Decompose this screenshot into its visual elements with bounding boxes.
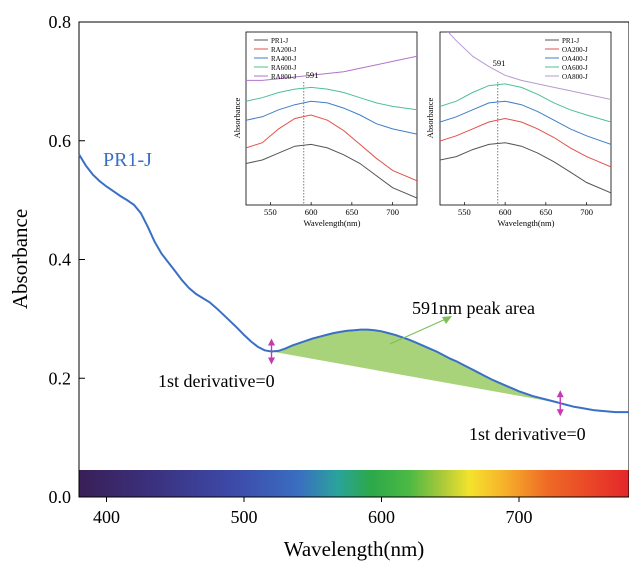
inset-legend-label: PR1-J (271, 37, 288, 45)
derivative-arrow-down-2 (556, 409, 564, 417)
y-tick-label: 0.6 (49, 131, 72, 151)
inset-series-line-pr1-j (246, 143, 417, 199)
y-tick-label: 0.4 (49, 250, 72, 270)
inset-ra-x-axis-label: Wavelength(nm) (304, 218, 361, 228)
inset-legend-label: OA200-J (562, 46, 588, 54)
inset-x-tick-label: 650 (345, 207, 358, 217)
peak-area-label: 591nm peak area (412, 298, 535, 318)
inset-x-tick-label: 600 (499, 207, 512, 217)
main-y-axis-label: Absorbance (8, 209, 32, 309)
x-tick-label: 700 (506, 507, 533, 527)
inset-series-line-ra400-j (246, 100, 417, 135)
inset-oa-frame (439, 31, 612, 206)
peak-area-arrowhead (442, 316, 452, 324)
y-tick-label: 0.0 (49, 487, 72, 507)
inset-x-tick-label: 550 (264, 207, 277, 217)
derivative-label-1: 1st derivative=0 (158, 371, 275, 391)
x-tick-label: 400 (93, 507, 120, 527)
derivative-arrow-down-1 (268, 357, 275, 365)
peak-area-fill (271, 329, 561, 404)
inset-ra-frame (245, 31, 418, 206)
inset-oa-x-axis-label: Wavelength(nm) (498, 218, 555, 228)
inset-ra-y-axis-label: Absorbance (232, 97, 242, 138)
derivative-arrow-up-1 (268, 338, 275, 346)
inset-x-tick-label: 650 (539, 207, 552, 217)
x-tick-label: 500 (231, 507, 258, 527)
inset-legend-label: OA800-J (562, 73, 588, 81)
inset-series-line-ra800-j (246, 55, 417, 81)
inset-legend-label: OA400-J (562, 55, 588, 63)
inset-legend-label: RA600-J (271, 64, 297, 72)
derivative-arrow-up-2 (556, 390, 564, 398)
inset-oa-peak-label: 591 (493, 58, 506, 68)
inset-ra-peak-label: 591 (306, 70, 319, 80)
x-tick-label: 600 (368, 507, 395, 527)
spectrum-colorbar (79, 470, 629, 497)
derivative-markers (268, 338, 564, 417)
inset-series-line-oa200-j (440, 117, 611, 168)
inset-x-tick-label: 550 (458, 207, 471, 217)
peak-area-arrow (389, 317, 449, 345)
inset-legend-label: PR1-J (562, 37, 579, 45)
inset-legend-label: OA600-J (562, 64, 588, 72)
inset-series-line-oa400-j (440, 100, 611, 145)
inset-x-tick-label: 700 (580, 207, 593, 217)
inset-x-tick-label: 700 (386, 207, 399, 217)
y-tick-label: 0.8 (49, 12, 72, 32)
inset-legend-label: RA400-J (271, 55, 297, 63)
main-x-ticks: 400 500 600 700 (93, 497, 533, 527)
inset-series-line-oa600-j (440, 83, 611, 123)
main-y-ticks: 0.0 0.2 0.4 0.6 0.8 (49, 12, 85, 507)
inset-legend-label: RA800-J (271, 73, 297, 81)
inset-series-line-ra600-j (246, 86, 417, 111)
inset-oa-y-axis-label: Absorbance (425, 97, 435, 138)
inset-x-tick-label: 600 (305, 207, 318, 217)
series-label-pr1-j: PR1-J (103, 149, 152, 171)
inset-legend-label: RA200-J (271, 46, 297, 54)
inset-series-line-ra200-j (246, 114, 417, 182)
inset-series-line-pr1-j (440, 142, 611, 194)
y-tick-label: 0.2 (49, 368, 72, 388)
main-x-axis-label: Wavelength(nm) (284, 537, 425, 561)
inset-series-line-oa800-j (447, 32, 611, 100)
derivative-label-2: 1st derivative=0 (469, 424, 586, 444)
main-series-line (78, 153, 629, 414)
